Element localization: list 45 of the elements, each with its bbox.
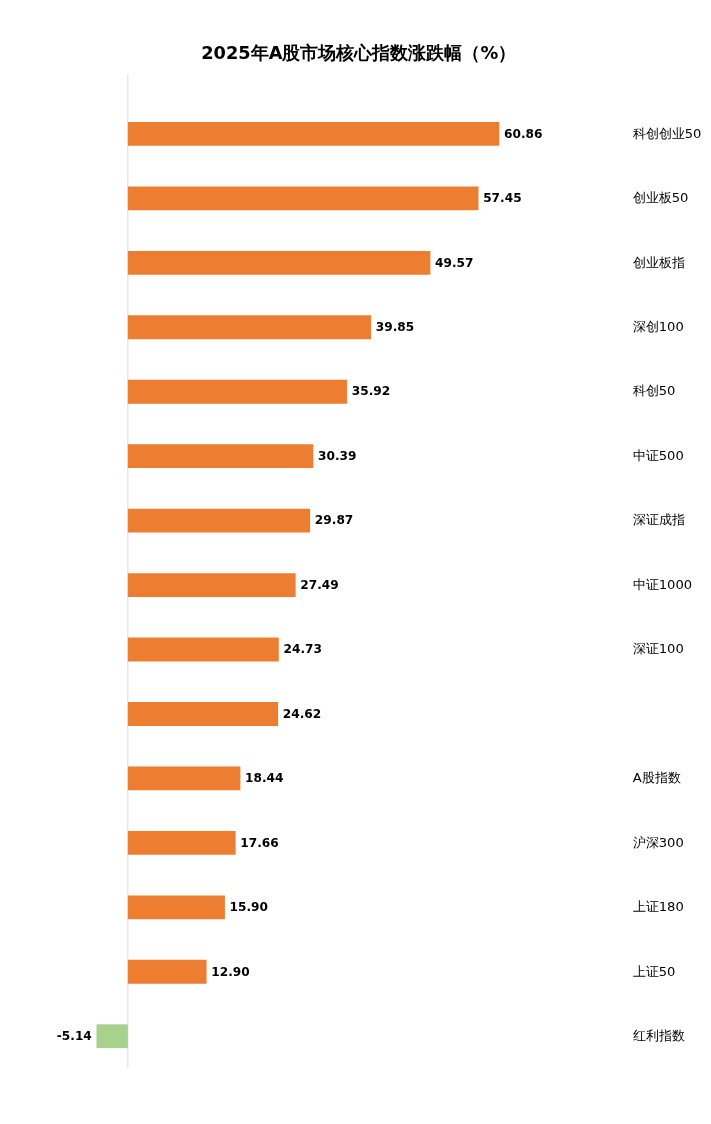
y-tick-label: A股指数 [632, 770, 681, 786]
y-tick-label: 红利指数 [632, 1027, 685, 1043]
data-label: 35.92 [351, 384, 391, 399]
bar [127, 702, 279, 726]
y-tick-label: 深创100 [632, 319, 684, 335]
chart-title: 2025年A股市场核心指数涨跌幅（%） [201, 42, 517, 64]
y-tick-label: 科创创业50 [632, 125, 702, 141]
bar [127, 121, 500, 146]
bar [127, 379, 348, 404]
bar [127, 508, 311, 533]
bar [127, 637, 279, 662]
data-label: 27.49 [300, 577, 339, 592]
data-label: 18.44 [245, 771, 284, 786]
data-label: 24.62 [282, 706, 322, 721]
bar [127, 186, 479, 211]
bar [127, 573, 296, 597]
bar [127, 766, 241, 791]
y-tick-label: 深证成指 [632, 512, 685, 528]
data-label: 49.57 [435, 255, 474, 270]
data-label: 15.90 [229, 900, 269, 915]
data-label: 17.66 [240, 835, 279, 850]
bar [127, 895, 225, 920]
data-label: 60.86 [503, 126, 543, 141]
bar [127, 444, 314, 469]
bar [96, 1024, 128, 1049]
y-tick-label: 上证50 [632, 963, 676, 979]
y-tick-label: 中证1000 [632, 576, 693, 592]
y-tick-label: 创业板指 [632, 254, 685, 270]
y-tick-label: 中证500 [632, 447, 684, 463]
data-label: 57.45 [483, 191, 522, 206]
y-tick-label: 深证100 [632, 641, 684, 657]
y-tick-label: 上证180 [632, 899, 684, 915]
bar [127, 250, 431, 275]
y-tick-label: 沪深300 [632, 834, 684, 850]
y-tick-label: 创业板50 [632, 190, 689, 206]
data-label: 29.87 [314, 513, 354, 528]
data-label: 39.85 [375, 320, 415, 335]
bar [127, 959, 207, 984]
y-tick-label: 科创50 [632, 383, 676, 399]
data-label: 12.90 [211, 964, 250, 979]
bar [127, 830, 236, 855]
data-label: -5.14 [56, 1028, 92, 1043]
data-label: 24.73 [283, 642, 322, 657]
data-label: 30.39 [318, 448, 357, 463]
bar [127, 315, 372, 340]
